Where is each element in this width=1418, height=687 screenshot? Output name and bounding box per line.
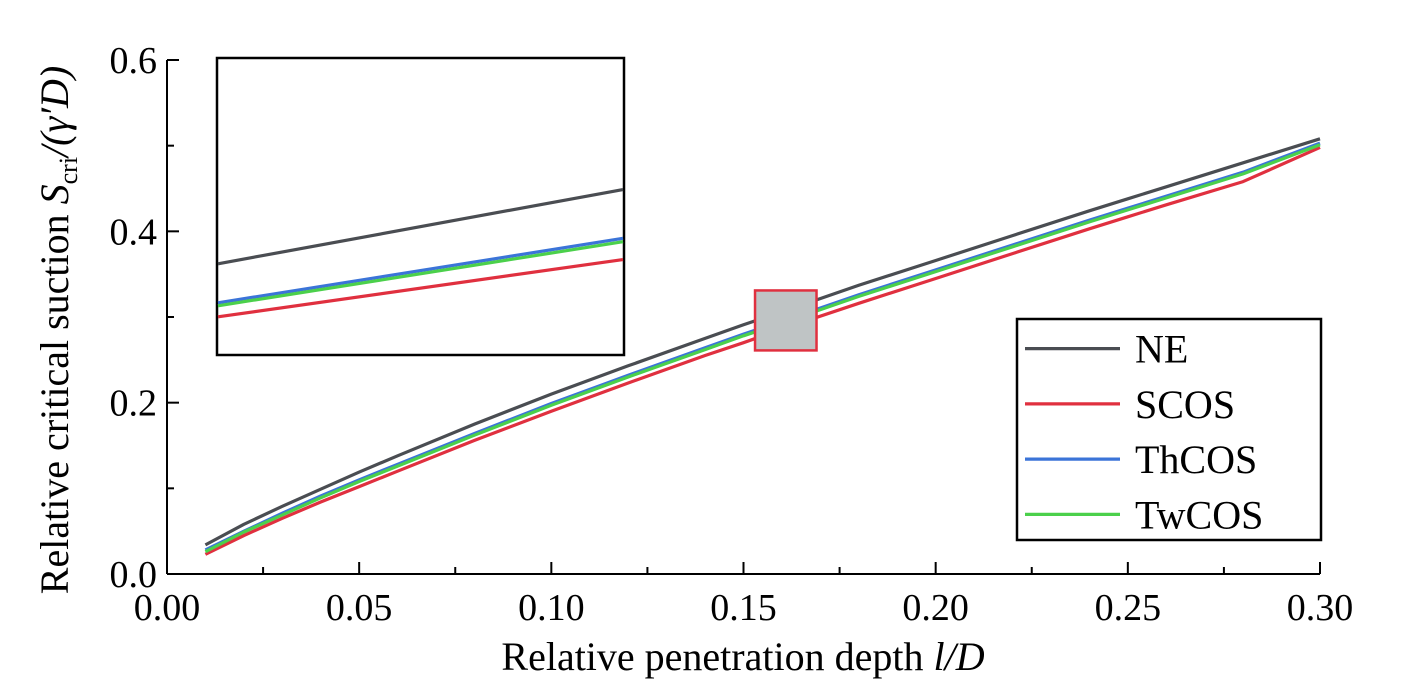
legend-frame	[1015, 317, 1323, 542]
y-tick-label: 0.2	[110, 383, 158, 425]
series-line-twcos	[204, 143, 1321, 554]
y-tick-label: 0.0	[110, 554, 158, 596]
inset-line-thcos	[217, 236, 624, 305]
x-axis-title-var: l/D	[933, 634, 984, 679]
series-lines	[204, 137, 1321, 556]
y-tick-label: 0.6	[110, 40, 158, 82]
legend: NE SCOS ThCOS TwCOS	[1015, 317, 1323, 542]
series-line-scos	[204, 145, 1321, 556]
legend-label-twcos: TwCOS	[1135, 492, 1263, 537]
x-tick-label: 0.30	[1287, 587, 1354, 629]
zoom-box-marker	[753, 289, 818, 352]
y-axis-title-symbol: S	[32, 184, 77, 204]
legend-label-ne: NE	[1135, 327, 1188, 372]
x-tick-label: 0.20	[902, 587, 969, 629]
x-axis-title-text: Relative penetration depth	[501, 634, 933, 679]
inset-line-twcos	[217, 240, 624, 308]
y-axis-title-subscript: cri	[54, 157, 83, 184]
inset-line-ne	[217, 187, 624, 266]
y-axis-title-rest: /(γ′D)	[32, 66, 77, 159]
legend-label-scos: SCOS	[1135, 382, 1235, 427]
x-tick-label: 0.10	[518, 587, 585, 629]
ticks: 0.00 0.05 0.10 0.15 0.20 0.25 0.30 0.0 0.2 0.4 0.6	[110, 40, 1354, 629]
inset-frame	[215, 56, 626, 357]
x-tick-label: 0.25	[1095, 587, 1162, 629]
x-tick-label: 0.05	[326, 587, 393, 629]
x-axis-title: Relative penetration depth l/D	[501, 634, 984, 679]
x-tick-label: 0.00	[134, 587, 201, 629]
y-axis-title-prefix: Relative critical suction	[32, 204, 77, 594]
series-line-ne	[204, 137, 1321, 547]
y-tick-label: 0.4	[110, 211, 158, 253]
y-axis-title: Relative critical suction Scri/(γ′D)	[32, 66, 83, 594]
inset	[215, 56, 626, 357]
legend-label-thcos: ThCOS	[1135, 437, 1257, 482]
inset-line-scos	[217, 257, 624, 319]
series-line-thcos	[204, 141, 1321, 552]
x-tick-label: 0.15	[710, 587, 777, 629]
